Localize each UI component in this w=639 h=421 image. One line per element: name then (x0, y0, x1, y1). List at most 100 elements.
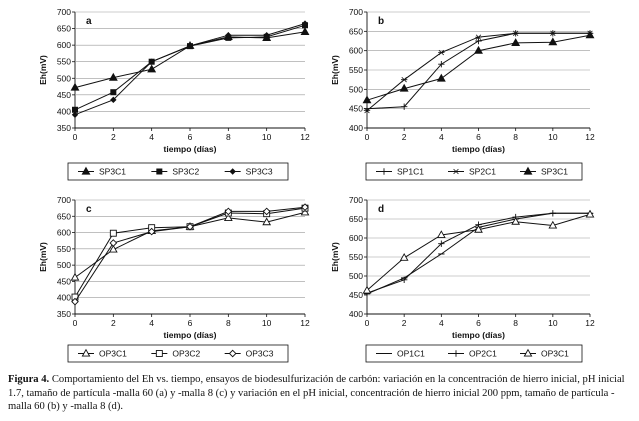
x-tick-label: 0 (73, 132, 78, 142)
y-tick-label: 550 (57, 244, 71, 254)
y-tick-label: 550 (57, 57, 71, 67)
data-point (147, 64, 157, 73)
legend-label: OP3C3 (246, 349, 274, 359)
x-tick-label: 8 (513, 132, 518, 142)
legend-marker (523, 348, 533, 357)
legend-marker (155, 350, 163, 357)
data-point (548, 220, 558, 229)
x-axis-title: tiempo (días) (164, 144, 217, 154)
y-tick-label: 400 (57, 106, 71, 116)
data-point (71, 111, 79, 118)
data-point (70, 272, 80, 281)
legend-label: OP2C1 (469, 349, 497, 359)
y-tick-label: 450 (349, 104, 363, 114)
data-point (475, 37, 482, 45)
y-tick-label: 650 (57, 24, 71, 34)
y-tick-label: 400 (349, 309, 363, 319)
data-point (400, 276, 408, 283)
y-tick-label: 450 (57, 276, 71, 286)
legend-marker (81, 348, 91, 357)
legend-label: OP1C1 (397, 349, 425, 359)
x-axis-title: tiempo (días) (452, 144, 505, 154)
data-point (474, 45, 483, 54)
data-point (362, 95, 372, 104)
data-point (70, 82, 80, 91)
x-tick-label: 2 (402, 318, 407, 328)
y-tick-label: 650 (349, 26, 363, 36)
data-point (223, 213, 233, 221)
x-tick-label: 4 (439, 318, 444, 328)
data-point (72, 106, 78, 113)
y-tick-label: 350 (57, 123, 71, 133)
data-point (549, 30, 557, 36)
y-tick-label: 600 (57, 228, 71, 238)
x-tick-label: 6 (188, 318, 193, 328)
legend-marker (229, 168, 236, 175)
y-tick-label: 500 (349, 271, 363, 281)
legend-box (67, 344, 289, 363)
x-tick-label: 6 (476, 318, 481, 328)
data-point (110, 89, 117, 96)
x-tick-label: 6 (476, 132, 481, 142)
chart-panel-a: 350 400 450 500 550 600 650 700 0 2 4 6 8 10 12 tiempo … (38, 7, 310, 181)
x-tick-label: 2 (111, 318, 116, 328)
data-point (511, 216, 521, 225)
y-tick-label: 650 (57, 211, 71, 221)
y-tick-label: 600 (349, 233, 363, 243)
legend-marker (228, 349, 237, 358)
data-point (363, 107, 371, 114)
x-tick-label: 12 (300, 318, 310, 328)
y-tick-label: 350 (57, 309, 71, 319)
series-line-sp3c2 (74, 24, 306, 111)
data-point (436, 230, 446, 239)
panel-label: d (378, 204, 384, 215)
data-point (400, 103, 408, 110)
y-tick-label: 550 (349, 65, 363, 75)
legend-marker (452, 168, 460, 175)
legend-marker (156, 168, 163, 175)
x-tick-label: 0 (365, 132, 370, 142)
y-tick-label: 450 (349, 290, 363, 300)
data-point (438, 61, 445, 68)
data-point (71, 297, 79, 306)
data-point (438, 240, 445, 247)
legend-marker (452, 350, 460, 357)
data-point (301, 203, 309, 212)
legend-label: SP3C3 (246, 167, 273, 177)
y-tick-label: 650 (349, 214, 363, 224)
data-point (108, 72, 118, 81)
data-point (262, 207, 271, 216)
y-tick-label: 700 (349, 7, 363, 17)
legend-box (67, 162, 289, 181)
x-tick-label: 6 (188, 132, 193, 142)
data-point (301, 20, 309, 27)
data-point (399, 253, 409, 261)
y-tick-label: 700 (57, 7, 71, 17)
chart-panel-c: 350 400 450 500 550 600 650 700 0 2 4 6 8 10 12 tiempo … (38, 195, 310, 363)
data-point (109, 229, 117, 237)
data-point (585, 30, 595, 39)
y-tick-label: 450 (57, 90, 71, 100)
x-tick-label: 0 (73, 318, 78, 328)
data-point (263, 32, 270, 39)
data-point (186, 222, 194, 231)
data-point (262, 217, 272, 226)
y-tick-label: 500 (349, 84, 363, 94)
data-point (475, 34, 482, 40)
y-tick-label: 500 (57, 73, 71, 83)
x-tick-label: 0 (365, 318, 370, 328)
chart-panel-d: 400 450 500 550 600 650 700 0 2 4 6 8 10 12 tiempo (dí… (330, 195, 595, 363)
x-tick-label: 4 (149, 132, 154, 142)
y-tick-label: 700 (349, 195, 363, 205)
x-tick-label: 10 (548, 318, 558, 328)
legend-marker (523, 166, 533, 175)
x-tick-label: 10 (548, 132, 558, 142)
panel-label: a (86, 16, 92, 27)
y-tick-label: 500 (57, 260, 71, 270)
legend-label: OP3C1 (99, 349, 127, 359)
x-tick-label: 8 (226, 318, 231, 328)
panel-label: c (86, 204, 92, 215)
x-tick-label: 10 (262, 318, 272, 328)
data-point (436, 73, 446, 82)
